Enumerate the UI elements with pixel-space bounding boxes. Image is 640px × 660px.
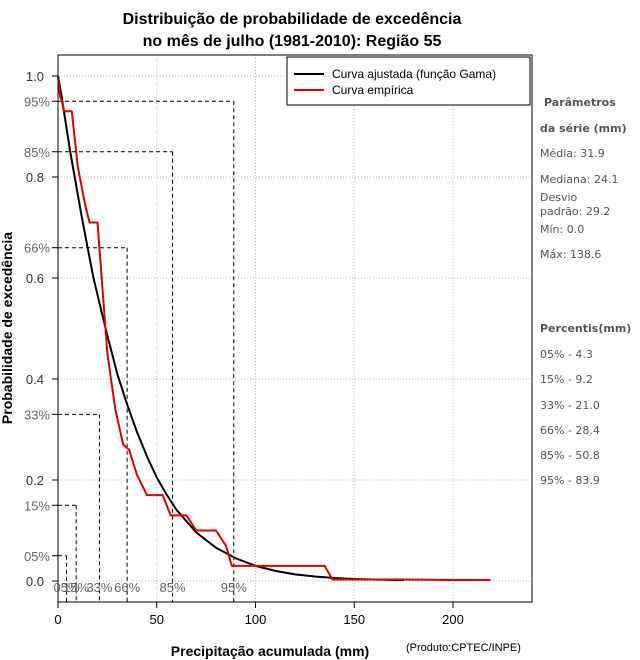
empirical-curve [57, 75, 491, 581]
param-min: Mín: 0.0 [540, 223, 585, 236]
credit-text: (Produto:CPTEC/INPE) [406, 642, 521, 654]
x-tick-label: 100 [245, 612, 267, 627]
x-percent-label: 33% [86, 580, 112, 595]
x-percent-label: 15% [63, 580, 89, 595]
param-mediana: Mediana: 24.1 [540, 173, 619, 186]
y-percent-tick-label: 15% [24, 498, 50, 513]
y-percent-tick-label: 33% [24, 407, 50, 422]
percentile-33: 33% - 21.0 [540, 399, 600, 412]
x-tick-label: 50 [150, 612, 164, 627]
x-tick-label: 200 [442, 612, 464, 627]
fitted-gamma-curve [57, 75, 404, 581]
y-tick-label: 1.0 [26, 69, 44, 84]
x-percent-label: 95% [221, 580, 247, 595]
param-max: Máx: 138.6 [540, 248, 602, 261]
param-media: Média: 31.9 [540, 147, 605, 160]
x-tick-label: 150 [343, 612, 365, 627]
y-tick-label: 0.6 [26, 271, 44, 286]
chart-title-line1: Distribuição de probabilidade de excedên… [123, 11, 462, 28]
param-desvio-value: padrão: 29.2 [540, 205, 611, 218]
percentile-66: 66% - 28.4 [540, 424, 600, 437]
y-tick-label: 0.8 [26, 170, 44, 185]
param-desvio-label: Desvio [540, 191, 578, 204]
legend-box [286, 56, 531, 106]
legend-label-fitted: Curva ajustada (função Gama) [332, 67, 496, 81]
percentile-95: 95% - 83.9 [540, 474, 600, 487]
y-percent-tick-label: 66% [24, 241, 50, 256]
x-percent-label: 66% [114, 580, 140, 595]
chart-title-line2: no mês de julho (1981-2010): Região 55 [143, 33, 442, 50]
y-percent-tick-label: 95% [24, 94, 50, 109]
percentile-15: 15% - 9.2 [540, 373, 593, 386]
params-title: Parâmetros [544, 96, 616, 109]
y-percent-tick-label: 05% [24, 549, 50, 564]
x-axis-label: Precipitação acumulada (mm) [171, 643, 369, 659]
y-tick-label: 0.4 [26, 372, 44, 387]
series-lines [57, 75, 491, 581]
params-subtitle: da série (mm) [540, 122, 627, 135]
plot-frame [57, 54, 533, 603]
y-axis-label: Probabilidade de excedência [0, 232, 15, 424]
x-percent-label: 85% [160, 580, 186, 595]
axes: 0 50 100 150 2000.00.20.40.60.81.005%15%33%6… [24, 69, 464, 627]
percentile-05: 05% - 4.3 [540, 348, 593, 361]
y-tick-label: 0.0 [26, 574, 44, 589]
percentile-85: 85% - 50.8 [540, 449, 600, 462]
grid [57, 55, 532, 602]
y-tick-label: 0.2 [26, 473, 44, 488]
percentile-guides [58, 100, 235, 602]
y-percent-tick-label: 85% [24, 145, 50, 160]
legend: Curva ajustada (função Gama) Curva empír… [286, 56, 531, 106]
x-tick-label: 0 [54, 612, 61, 627]
legend-label-empirical: Curva empírica [332, 83, 414, 97]
x-percent-label: 05% [53, 580, 79, 595]
percentis-title: Percentis(mm) [540, 322, 632, 335]
